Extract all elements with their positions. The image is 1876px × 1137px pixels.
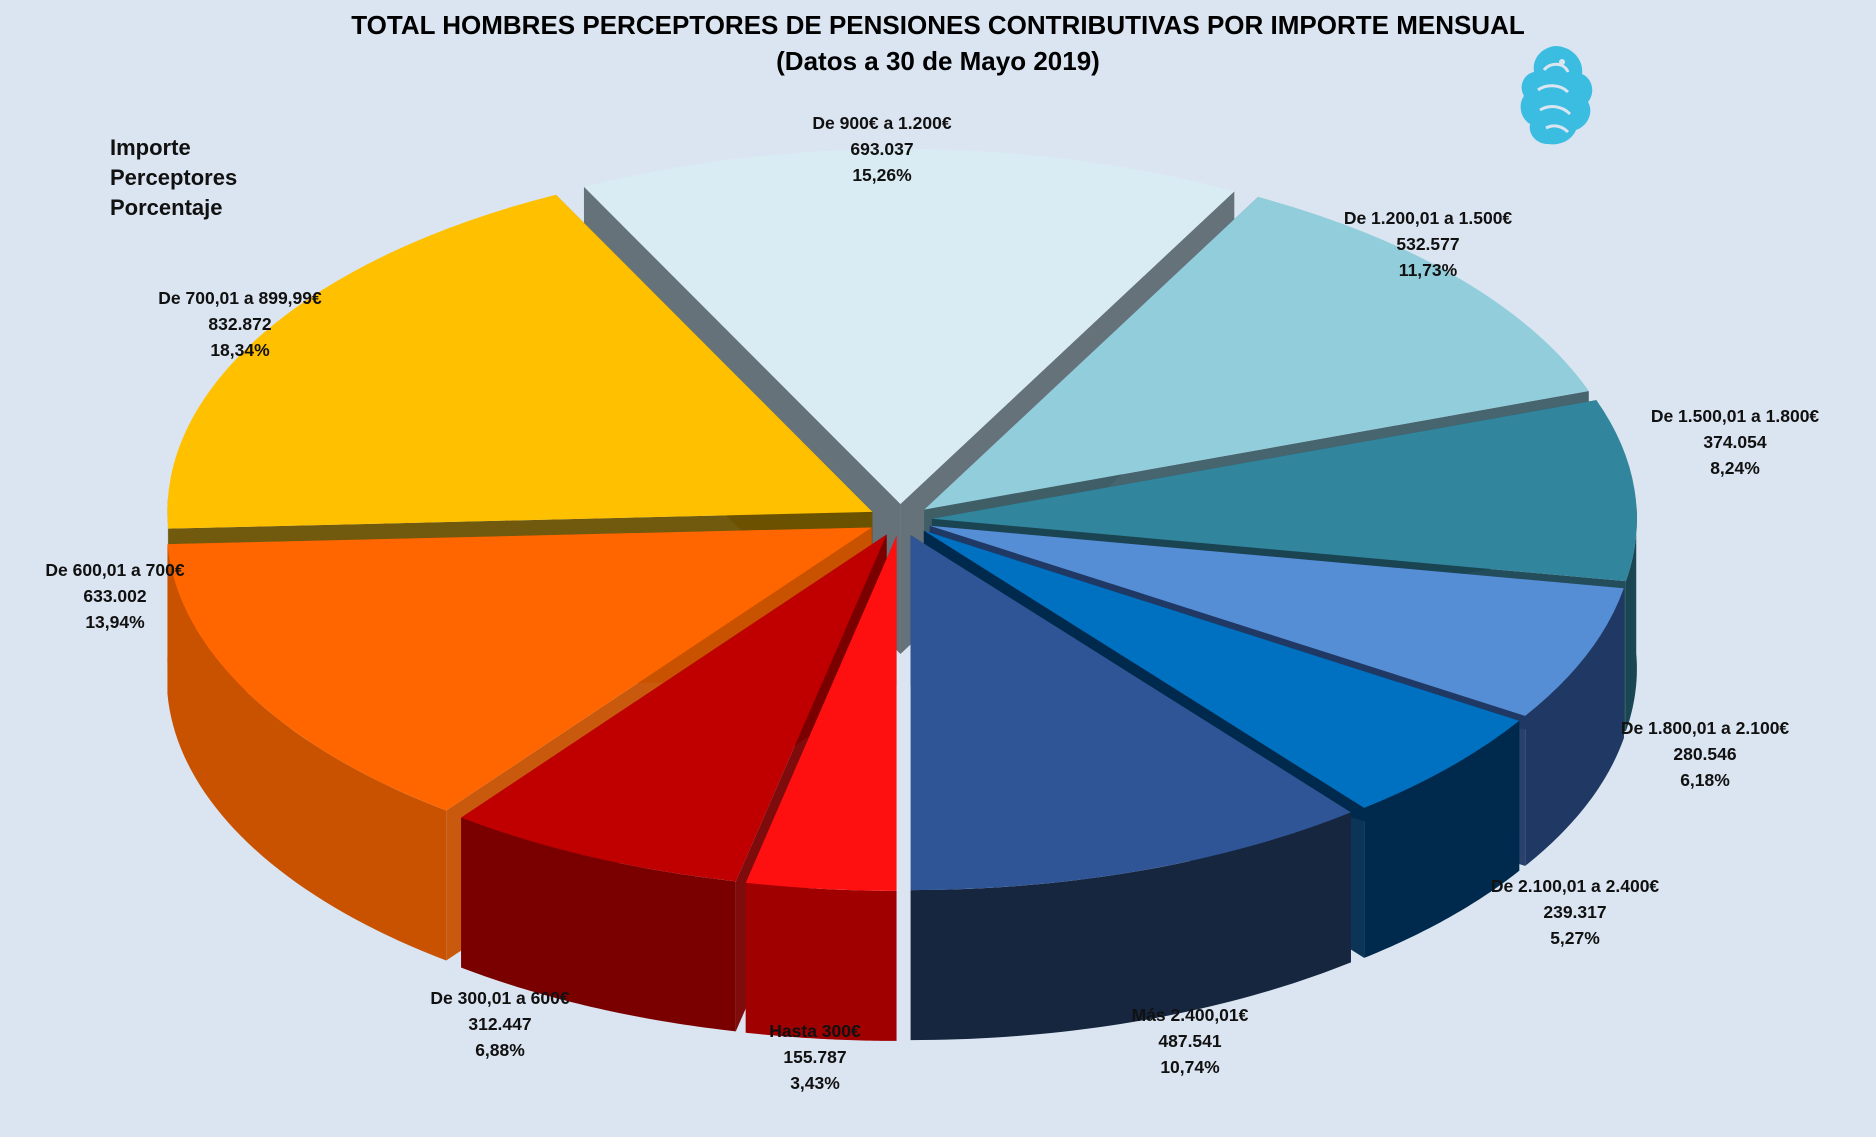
data-label-value: 832.872 <box>208 314 272 334</box>
data-label-category: Más 2.400,01€ <box>1131 1005 1249 1025</box>
data-label-category: De 300,01 a 600€ <box>430 988 570 1008</box>
pie-slices <box>167 149 1637 891</box>
pie-slice <box>745 535 897 891</box>
data-label: De 1.200,01 a 1.500€ 532.577 11,73% <box>1344 205 1512 283</box>
data-label: De 1.500,01 a 1.800€ 374.054 8,24% <box>1651 403 1819 481</box>
data-label: Hasta 300€ 155.787 3,43% <box>769 1018 860 1096</box>
data-label-percent: 11,73% <box>1398 260 1458 280</box>
pie-slice <box>924 196 1589 510</box>
data-label-value: 532.577 <box>1396 234 1460 254</box>
data-label: De 900€ a 1.200€ 693.037 15,26% <box>812 110 951 188</box>
data-label: De 700,01 a 899,99€ 832.872 18,34% <box>158 285 321 363</box>
legend-porcentaje: Porcentaje <box>110 195 223 220</box>
data-label-category: De 1.500,01 a 1.800€ <box>1650 406 1820 426</box>
data-label: De 2.100,01 a 2.400€ 239.317 5,27% <box>1491 873 1659 951</box>
pie-slice <box>461 534 887 882</box>
data-label-value: 487.541 <box>1158 1031 1222 1051</box>
pie-slice <box>929 525 1624 716</box>
data-label-category: De 1.200,01 a 1.500€ <box>1343 208 1513 228</box>
griffin-logo-icon <box>1520 46 1593 145</box>
data-label-category: De 1.800,01 a 2.100€ <box>1620 718 1790 738</box>
data-label-category: De 700,01 a 899,99€ <box>158 288 322 308</box>
data-label-value: 312.447 <box>468 1014 532 1034</box>
data-label: De 600,01 a 700€ 633.002 13,94% <box>45 557 184 635</box>
data-label: Más 2.400,01€ 487.541 10,74% <box>1132 1002 1249 1080</box>
data-label-value: 280.546 <box>1673 744 1737 764</box>
data-label-category: De 600,01 a 700€ <box>45 560 185 580</box>
data-label-percent: 13,94% <box>85 612 145 632</box>
data-label-percent: 5,27% <box>1550 928 1600 948</box>
pie-slice <box>931 400 1637 582</box>
data-label-percent: 15,26% <box>852 165 912 185</box>
data-label-value: 633.002 <box>83 586 147 606</box>
data-label-value: 239.317 <box>1543 902 1607 922</box>
data-label: De 300,01 a 600€ 312.447 6,88% <box>430 985 569 1063</box>
legend: Importe Perceptores Porcentaje <box>110 133 237 223</box>
data-label-percent: 6,18% <box>1680 770 1730 790</box>
data-label-percent: 8,24% <box>1710 458 1760 478</box>
legend-perceptores: Perceptores <box>110 165 238 190</box>
pie-slice <box>910 535 1351 891</box>
slice-side-2 <box>167 544 447 961</box>
pie-slice <box>167 194 873 529</box>
pie-slice <box>923 530 1520 808</box>
data-label-value: 374.054 <box>1703 432 1767 452</box>
data-label-percent: 10,74% <box>1160 1057 1220 1077</box>
data-label-value: 693.037 <box>850 139 914 159</box>
pie-slice <box>583 149 1235 505</box>
data-label-category: De 2.100,01 a 2.400€ <box>1490 876 1660 896</box>
data-label-category: Hasta 300€ <box>769 1021 861 1041</box>
data-label-value: 155.787 <box>783 1047 847 1067</box>
data-label-percent: 3,43% <box>790 1073 840 1093</box>
data-label-percent: 18,34% <box>210 340 270 360</box>
chart-title: TOTAL HOMBRES PERCEPTORES DE PENSIONES C… <box>351 10 1525 40</box>
chart-subtitle: (Datos a 30 de Mayo 2019) <box>776 46 1100 76</box>
data-label: De 1.800,01 a 2.100€ 280.546 6,18% <box>1621 715 1789 793</box>
data-label-category: De 900€ a 1.200€ <box>812 113 952 133</box>
slice-side-6 <box>1625 503 1637 732</box>
pie-slice <box>167 527 872 811</box>
data-label-percent: 6,88% <box>475 1040 525 1060</box>
legend-importe: Importe <box>110 135 191 160</box>
